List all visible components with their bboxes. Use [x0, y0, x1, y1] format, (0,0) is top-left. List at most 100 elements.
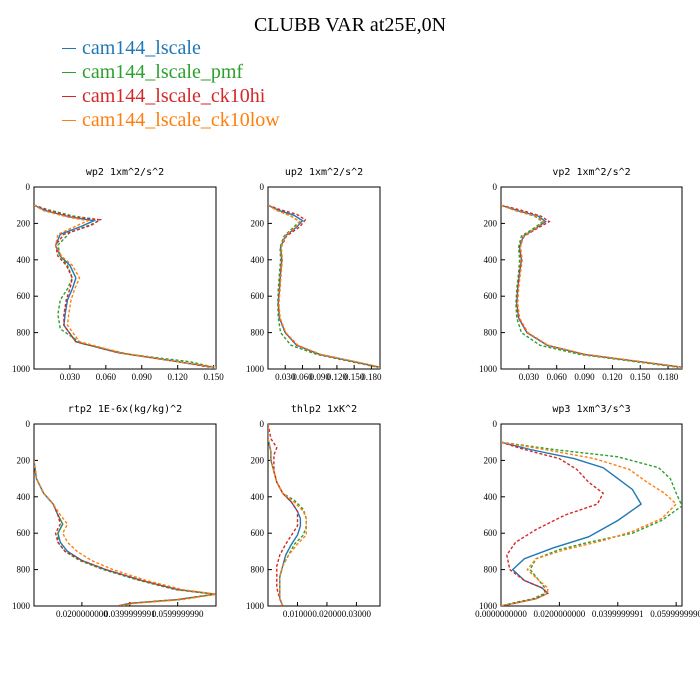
y-tick-label: 400 — [17, 492, 31, 502]
series-line-cam144_lscale_ck10hi — [501, 441, 605, 606]
x-tick-label: 0.0000000000 — [475, 609, 527, 619]
y-tick-label: 0 — [260, 182, 265, 192]
x-tick-label: 0.0200000000 — [534, 609, 586, 619]
panel-3: vp2 1xm^2/s^2 0 200 400 600 800 1000 0.030 0.060… — [479, 167, 683, 382]
x-tick-label: 0.030 — [519, 372, 540, 382]
y-tick-label: 400 — [251, 255, 265, 265]
series-line-cam144_lscale_pmf — [501, 441, 682, 606]
x-tick-label: 0.060 — [547, 372, 568, 382]
x-tick-label: 0.120 — [327, 372, 348, 382]
panel-title: wp3 1xm^3/s^3 — [552, 404, 630, 415]
y-tick-label: 200 — [251, 455, 265, 465]
y-tick-label: 800 — [484, 565, 498, 575]
series-line-cam144_lscale_ck10low — [268, 424, 307, 606]
legend-swatch — [62, 119, 76, 121]
series-line-cam144_lscale_pmf — [34, 204, 215, 369]
plot-frame — [33, 423, 217, 607]
legend: cam144_lscale cam144_lscale_pmf cam144_l… — [62, 36, 280, 132]
x-tick-label: 0.030 — [60, 372, 81, 382]
legend-label: cam144_lscale — [82, 37, 201, 59]
series-line-cam144_lscale_pmf — [268, 424, 307, 606]
y-tick-label: 1000 — [479, 364, 498, 374]
x-tick-label: 0.150 — [630, 372, 651, 382]
y-tick-label: 200 — [17, 218, 31, 228]
y-tick-label: 1000 — [479, 601, 498, 611]
panel-6: wp3 1xm^3/s^3 0 200 400 600 800 10000.00000000… — [475, 404, 700, 619]
y-tick-label: 200 — [484, 218, 498, 228]
panel-title: wp2 1xm^2/s^2 — [86, 167, 164, 178]
y-tick-label: 600 — [251, 291, 265, 301]
legend-label: cam144_lscale_ck10low — [82, 109, 280, 131]
plot-frame — [267, 186, 381, 370]
x-tick-label: 0.150 — [344, 372, 365, 382]
y-tick-label: 800 — [251, 328, 265, 338]
series-line-cam144_lscale_ck10hi — [34, 460, 216, 606]
y-tick-label: 800 — [17, 328, 31, 338]
y-tick-label: 600 — [17, 528, 31, 538]
x-tick-label: 0.060 — [96, 372, 117, 382]
series-line-cam144_lscale_pmf — [34, 460, 214, 606]
series-line-cam144_lscale_ck10low — [501, 441, 678, 606]
panel-5: thlp2 1xK^2 0 200 400 600 800 1000 0.01000 0.020… — [246, 404, 381, 619]
plot-frame — [33, 186, 217, 370]
series-line-cam144_lscale_ck10hi — [268, 424, 299, 606]
y-tick-label: 600 — [484, 291, 498, 301]
x-tick-label: 0.03000 — [342, 609, 372, 619]
panel-1: wp2 1xm^2/s^2 0 200 400 600 800 1000 0.030 0.060… — [12, 167, 224, 382]
plot-frame — [500, 423, 683, 607]
y-tick-label: 1000 — [246, 364, 265, 374]
plot-frame — [267, 423, 381, 607]
y-tick-label: 0 — [493, 182, 498, 192]
x-tick-label: 0.02000 — [312, 609, 342, 619]
series-line-cam144_lscale_ck10low — [501, 204, 682, 369]
x-tick-label: 0.090 — [574, 372, 595, 382]
y-tick-label: 1000 — [12, 601, 31, 611]
x-tick-label: 0.0200000000 — [56, 609, 108, 619]
panel-4: rtp2 1E-6x(kg/kg)^2 0 200 400 600 800 1000 0.02… — [12, 404, 217, 619]
y-tick-label: 200 — [17, 455, 31, 465]
panel-2: up2 1xm^2/s^2 0 200 400 600 800 1000 0.0300.060… — [246, 167, 382, 382]
y-tick-label: 0 — [260, 419, 265, 429]
y-tick-label: 200 — [251, 218, 265, 228]
x-tick-label: 0.090 — [310, 372, 331, 382]
y-tick-label: 800 — [251, 565, 265, 575]
y-tick-label: 400 — [484, 255, 498, 265]
series-line-cam144_lscale_pmf — [501, 204, 679, 369]
panel-title: vp2 1xm^2/s^2 — [552, 167, 630, 178]
series-line-cam144_lscale_pmf — [268, 204, 378, 369]
series-line-cam144_lscale_ck10low — [268, 204, 380, 369]
panel-title: thlp2 1xK^2 — [291, 404, 357, 415]
y-tick-label: 200 — [484, 455, 498, 465]
y-tick-label: 600 — [484, 528, 498, 538]
legend-swatch — [62, 47, 76, 49]
y-tick-label: 400 — [484, 492, 498, 502]
y-tick-label: 800 — [17, 565, 31, 575]
x-tick-label: 0.0399999991 — [104, 609, 156, 619]
series-line-cam144_lscale — [34, 204, 215, 369]
x-tick-label: 0.030 — [275, 372, 296, 382]
x-tick-label: 0.090 — [132, 372, 153, 382]
series-line-cam144_lscale — [268, 424, 302, 606]
x-tick-label: 0.01000 — [283, 609, 313, 619]
y-tick-label: 0 — [493, 419, 498, 429]
series-line-cam144_lscale_ck10hi — [34, 204, 211, 369]
x-tick-label: 0.120 — [168, 372, 189, 382]
legend-label: cam144_lscale_pmf — [82, 61, 244, 83]
x-tick-label: 0.0599999990 — [650, 609, 700, 619]
x-tick-label: 0.0599999990 — [152, 609, 204, 619]
legend-item-pmf: cam144_lscale_pmf — [62, 60, 280, 84]
x-tick-label: 0.120 — [602, 372, 623, 382]
y-tick-label: 0 — [26, 419, 31, 429]
y-tick-label: 0 — [26, 182, 31, 192]
x-tick-label: 0.180 — [361, 372, 382, 382]
x-tick-label: 0.150 — [203, 372, 224, 382]
series-line-cam144_lscale_ck10low — [34, 460, 216, 606]
legend-swatch — [62, 71, 76, 73]
y-tick-label: 1000 — [246, 601, 265, 611]
y-tick-label: 1000 — [12, 364, 31, 374]
y-tick-label: 400 — [17, 255, 31, 265]
series-line-cam144_lscale_ck10low — [34, 204, 216, 369]
legend-item-ck10low: cam144_lscale_ck10low — [62, 108, 280, 132]
series-line-cam144_lscale — [501, 204, 682, 369]
